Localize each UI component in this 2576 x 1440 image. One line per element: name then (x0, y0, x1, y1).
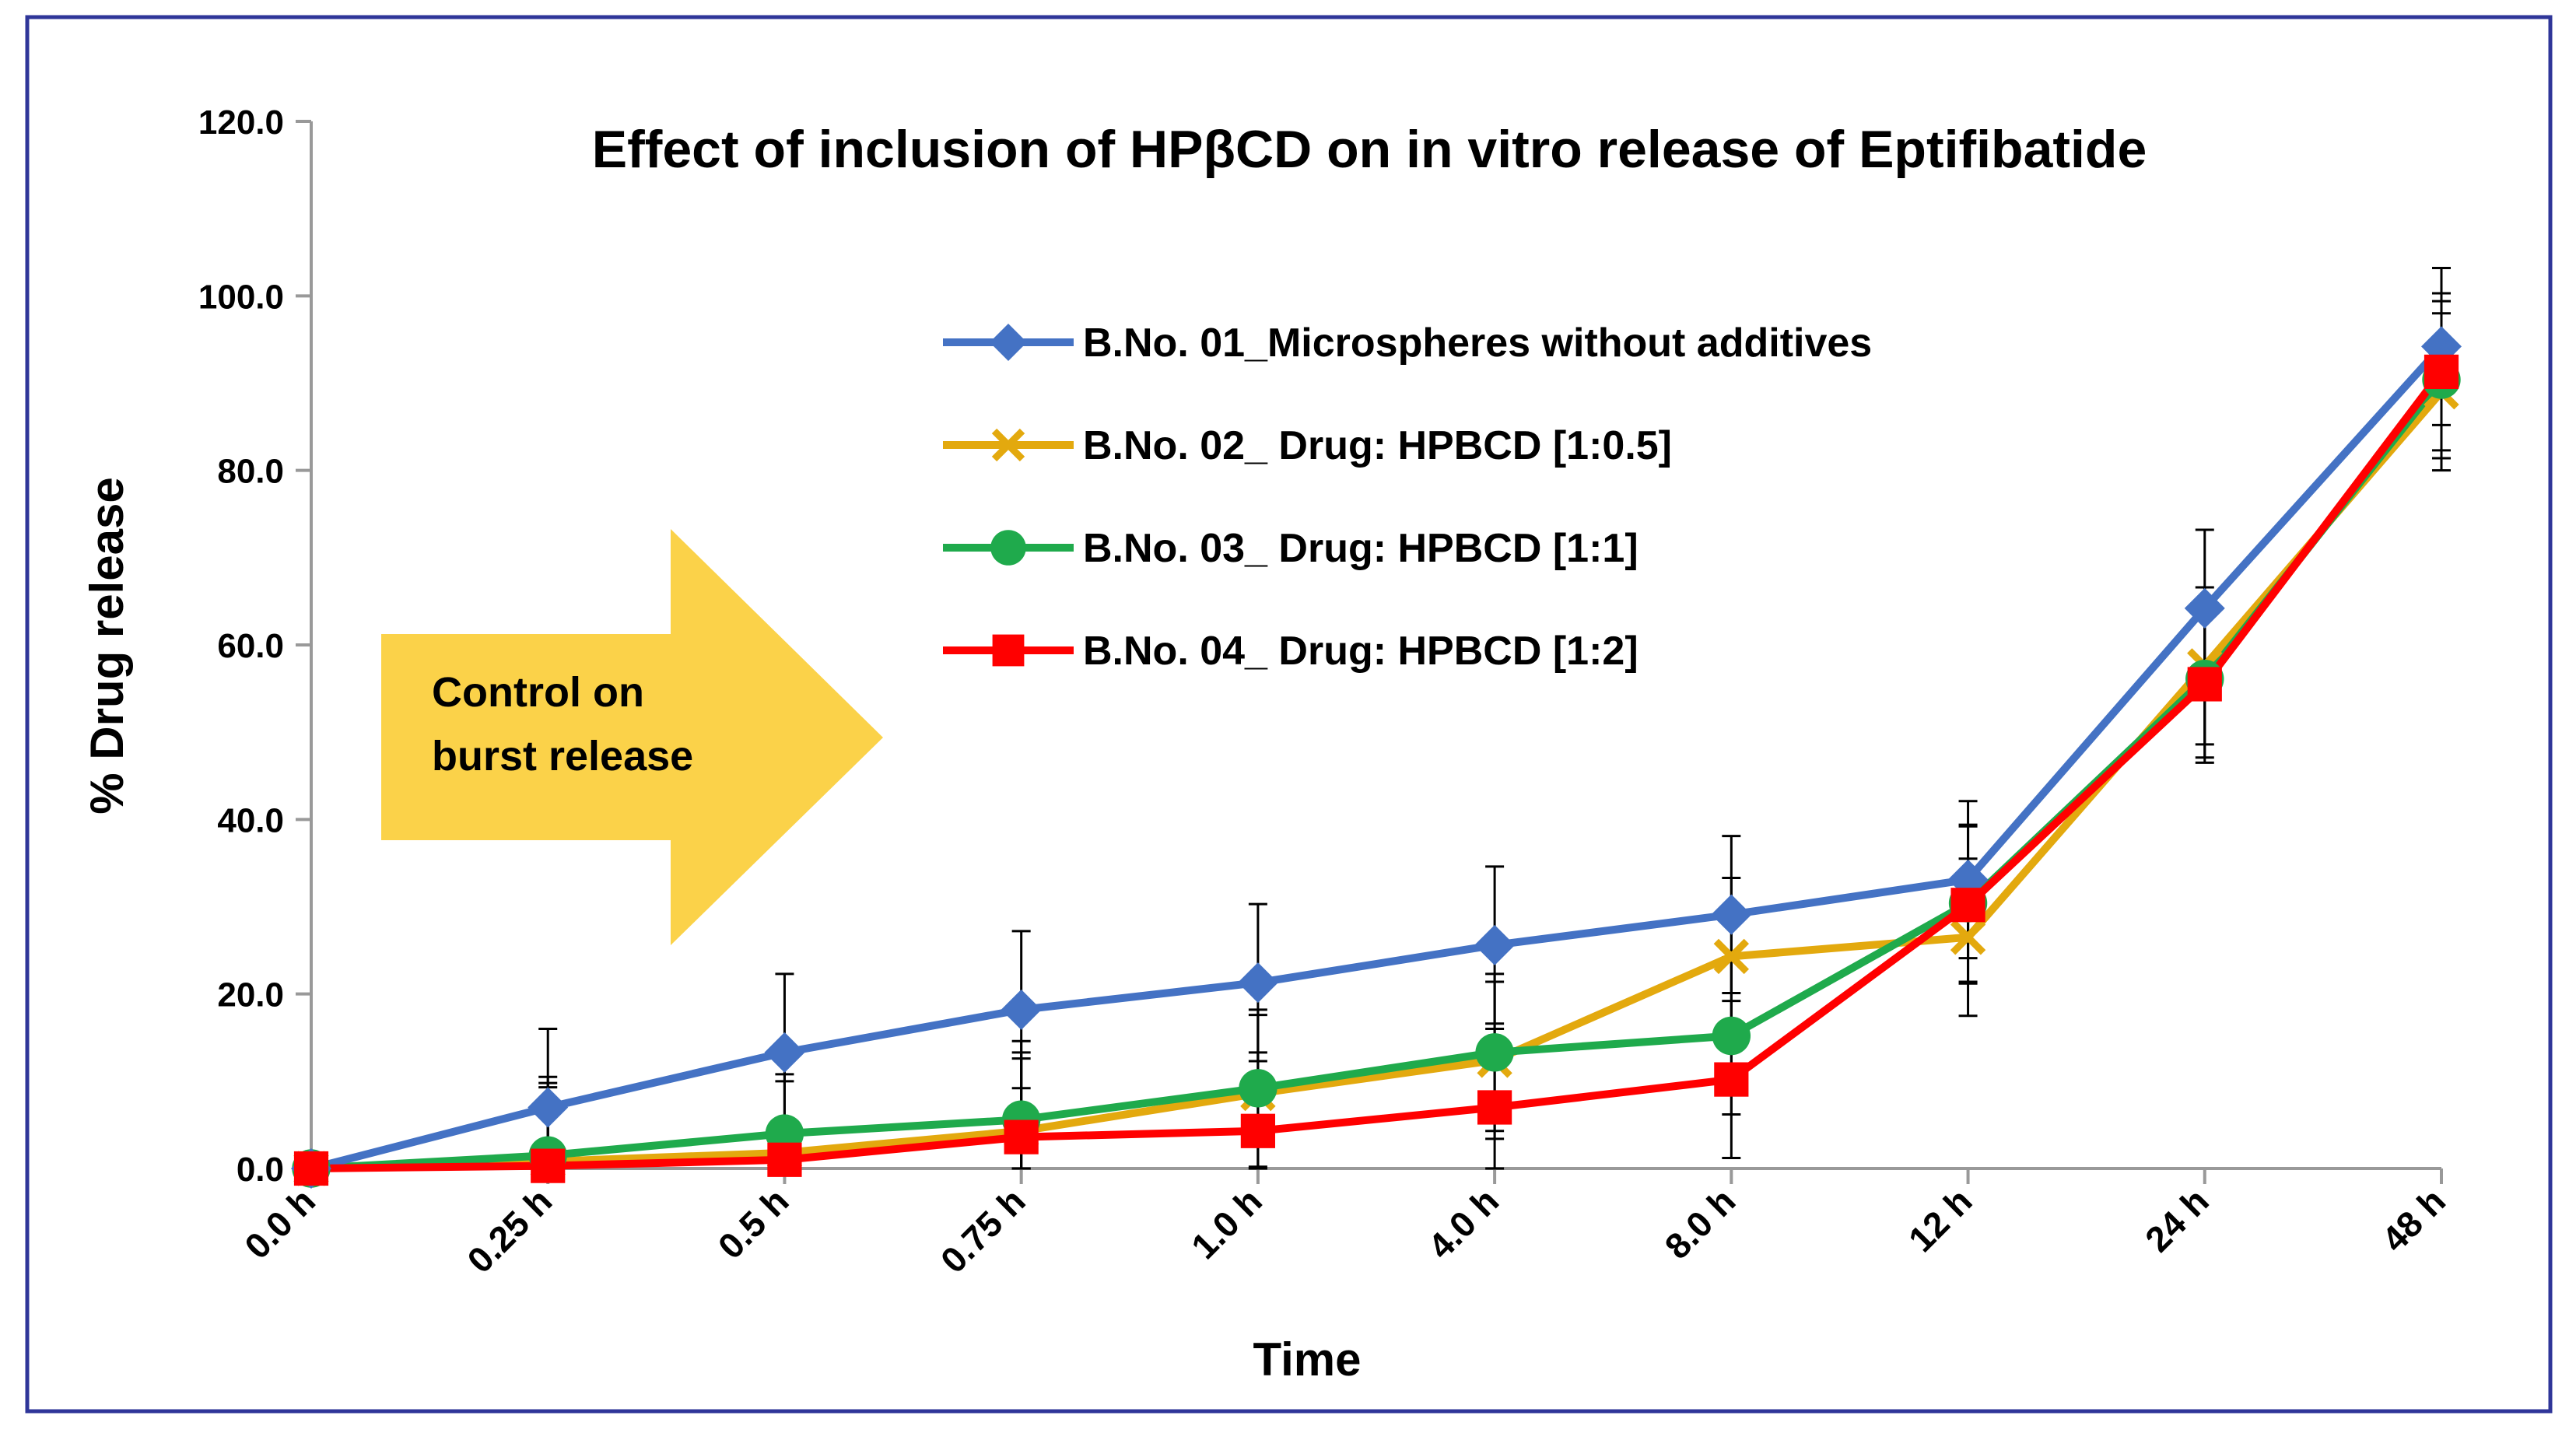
data-point-series-1 (1711, 894, 1752, 935)
data-point-series-4 (1714, 1062, 1749, 1097)
data-point-series-3 (1475, 1033, 1514, 1072)
legend: B.No. 01_Microspheres without additives B… (943, 321, 1872, 674)
annotation-line-1: Control on (432, 669, 644, 716)
burst-release-arrow (381, 529, 883, 945)
data-point-series-4 (1004, 1119, 1039, 1154)
legend-label: B.No. 01_Microspheres without additives (1083, 321, 1872, 366)
y-tick-label: 60.0 (217, 627, 284, 665)
data-point-series-1 (1474, 924, 1516, 965)
annotation-line-2: burst release (432, 733, 693, 780)
series-markers (291, 326, 2462, 1189)
data-point-series-4 (1240, 1113, 1275, 1148)
series-line-2 (310, 389, 2445, 1172)
chart-title: Effect of inclusion of HPβCD on in vitro… (592, 120, 2147, 179)
series-line-1 (310, 344, 2445, 1172)
data-point-series-1 (1237, 962, 1278, 1004)
x-axis-label: Time (1253, 1333, 1362, 1386)
data-point-series-4 (2187, 667, 2222, 702)
data-point-series-1 (527, 1087, 569, 1128)
data-point-series-1 (2184, 587, 2225, 629)
legend-label: B.No. 02_ Drug: HPBCD [1:0.5] (1083, 423, 1672, 468)
series-lines (310, 344, 2445, 1172)
data-point-series-2 (1950, 920, 1986, 955)
data-point-series-4 (1477, 1090, 1512, 1125)
data-point-series-3 (1239, 1069, 1277, 1108)
legend-swatch-marker (990, 530, 1026, 566)
y-tick-label: 0.0 (237, 1151, 284, 1189)
legend-swatch-marker (992, 634, 1025, 667)
y-tick-label: 40.0 (217, 801, 284, 839)
y-axis-ticks: 0.0 20.0 40.0 60.0 80.0 100.0 120.0 (198, 103, 311, 1189)
y-tick-label: 100.0 (198, 278, 284, 316)
legend-swatch-marker (990, 324, 1027, 361)
data-point-series-4 (767, 1142, 802, 1177)
data-point-series-3 (1712, 1016, 1751, 1056)
data-point-series-1 (764, 1032, 805, 1073)
legend-swatch-marker (991, 428, 1025, 462)
data-point-series-4 (293, 1151, 329, 1186)
y-axis-label: % Drug release (81, 477, 133, 815)
y-tick-label: 20.0 (217, 976, 284, 1014)
data-point-series-4 (1950, 888, 1985, 923)
y-tick-label: 120.0 (198, 103, 284, 142)
y-tick-label: 80.0 (217, 453, 284, 491)
legend-label: B.No. 04_ Drug: HPBCD [1:2] (1083, 629, 1638, 674)
data-point-series-4 (531, 1148, 566, 1183)
data-point-series-1 (1001, 989, 1042, 1030)
data-point-series-4 (2424, 354, 2459, 390)
data-point-series-2 (1713, 938, 1750, 975)
legend-label: B.No. 03_ Drug: HPBCD [1:1] (1083, 526, 1638, 571)
series-line-4 (310, 369, 2445, 1172)
